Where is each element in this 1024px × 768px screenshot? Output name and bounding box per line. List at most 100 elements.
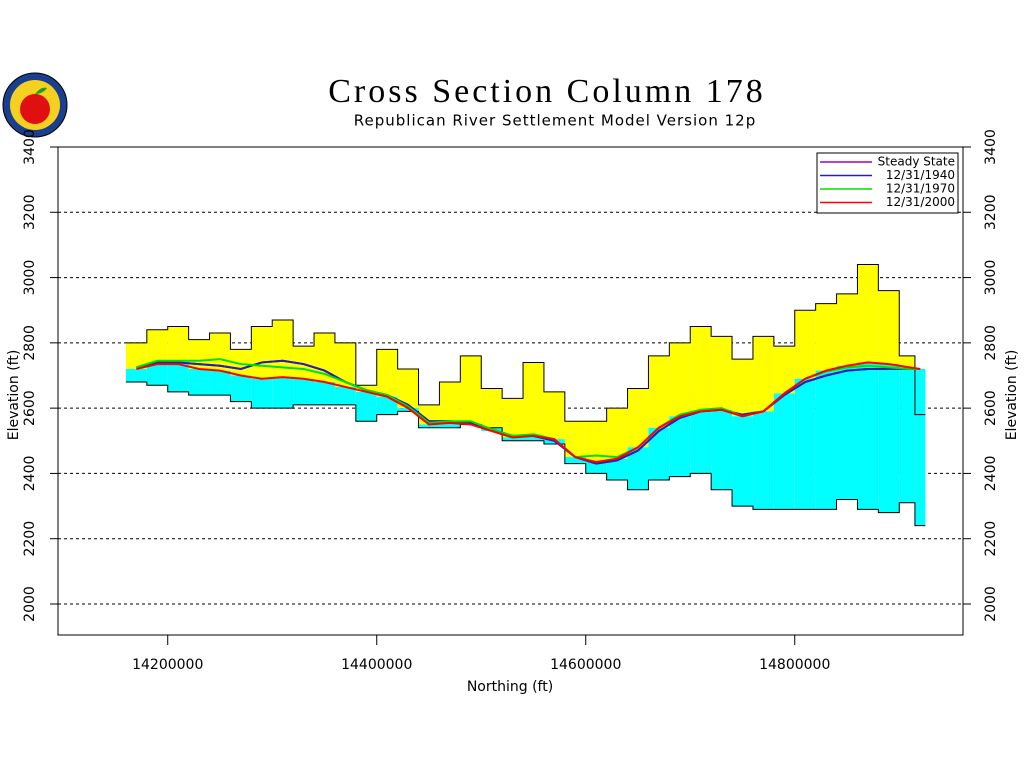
unsaturated-cell xyxy=(711,336,733,410)
saturated-cell xyxy=(752,411,774,510)
y-tick-label: 3200 xyxy=(22,194,38,230)
legend-label: Steady State xyxy=(878,155,955,169)
saturated-cell xyxy=(857,362,879,510)
y-tick-label: 3000 xyxy=(22,260,38,296)
land_surface-outline xyxy=(125,264,926,422)
legend-label: 12/31/2000 xyxy=(886,195,955,209)
saturated-cell xyxy=(502,437,524,441)
y-tick-label: 2400 xyxy=(22,456,38,492)
unsaturated-cell xyxy=(543,391,565,440)
unsaturated-cell xyxy=(334,342,356,387)
y-tick-label-right: 2000 xyxy=(983,586,999,622)
unsaturated-cell xyxy=(481,388,503,431)
chart-subtitle: Republican River Settlement Model Versio… xyxy=(354,112,756,130)
unsaturated-cell xyxy=(146,329,168,365)
unsaturated-cell xyxy=(648,355,670,428)
plot-frame xyxy=(57,146,964,636)
legend-label: 12/31/1970 xyxy=(886,182,955,196)
plot: 2000 2000 2200 2200 2400 2400 2600 2600 2800 2800… xyxy=(22,129,999,673)
unsaturated-cell xyxy=(167,326,189,365)
unsaturated-cell xyxy=(773,346,795,394)
saturated-cell xyxy=(376,396,398,415)
unsaturated-cell xyxy=(627,388,649,448)
saturated-cell xyxy=(914,368,926,526)
legend-label: 12/31/1940 xyxy=(886,168,955,182)
x-axis-label: Northing (ft) xyxy=(467,679,553,695)
unsaturated-cell xyxy=(460,355,482,425)
y-tick-label-right: 2800 xyxy=(983,325,999,361)
saturated-cell xyxy=(355,391,377,422)
saturated-cell xyxy=(815,370,837,510)
saturated-cell xyxy=(314,382,335,405)
saturated-cell xyxy=(627,447,649,490)
saturated-cell xyxy=(564,457,586,464)
saturated-cell xyxy=(146,364,168,386)
saturated-cell xyxy=(334,386,356,405)
saturated-cell xyxy=(606,458,628,480)
y-axis-label-right: Elevation (ft) xyxy=(1004,350,1020,441)
saturated-cell xyxy=(690,411,712,474)
unsaturated-cell xyxy=(272,320,294,378)
unsaturated-cell xyxy=(376,349,398,397)
unsaturated-cell xyxy=(439,382,461,423)
saturated-cell xyxy=(711,409,733,490)
unsaturated-cell xyxy=(752,336,774,412)
y-axis-label: Elevation (ft) xyxy=(6,350,22,441)
unsaturated-cell xyxy=(125,342,147,369)
y-tick-label: 2800 xyxy=(22,325,38,361)
saturated-cell xyxy=(794,378,816,510)
logo xyxy=(2,72,68,138)
bedrock-outline xyxy=(125,381,926,527)
x-tick-label: 14200000 xyxy=(132,657,203,673)
saturated-cell xyxy=(523,435,544,441)
y-tick-label-right: 3000 xyxy=(983,260,999,296)
unsaturated-cell xyxy=(564,421,586,458)
y-tick-label: 3400 xyxy=(22,129,38,165)
saturated-cell xyxy=(272,377,294,409)
chart-title: Cross Section Column 178 xyxy=(328,73,766,110)
y-tick-label: 2000 xyxy=(22,586,38,622)
unsaturated-cell xyxy=(585,421,607,462)
y-tick-label-right: 2400 xyxy=(983,456,999,492)
saturated-cell xyxy=(167,364,189,392)
saturated-cell xyxy=(209,370,231,396)
saturated-cell xyxy=(732,416,753,507)
saturated-cell xyxy=(773,393,795,510)
unsaturated-cell xyxy=(836,293,858,366)
y-tick-label-right: 2200 xyxy=(983,521,999,557)
unsaturated-cell xyxy=(606,408,628,459)
unsaturated-cell xyxy=(690,326,712,412)
unsaturated-cell xyxy=(502,398,524,438)
y-tick-label: 2200 xyxy=(22,521,38,557)
unsaturated-cell xyxy=(899,355,915,368)
y-tick-label: 2600 xyxy=(22,390,38,426)
saturated-cell xyxy=(585,461,607,474)
unsaturated-cell xyxy=(732,359,753,417)
saturated-cell xyxy=(251,378,273,409)
saturated-cell xyxy=(899,367,915,503)
saturated-cell xyxy=(439,422,461,428)
unsaturated-cell xyxy=(397,368,419,409)
saturated-cell xyxy=(293,378,315,405)
saturated-cell xyxy=(669,416,691,477)
saturated-cell xyxy=(188,368,210,396)
x-tick-label: 14600000 xyxy=(550,657,621,673)
saturated-cell xyxy=(125,368,147,383)
saturated-cell xyxy=(418,424,440,428)
unsaturated-cell xyxy=(355,385,377,392)
x-tick-label: 14400000 xyxy=(341,657,412,673)
x-tick-label: 14800000 xyxy=(759,657,830,673)
unsaturated-cell xyxy=(251,326,273,379)
unsaturated-cell xyxy=(878,290,900,365)
saturated-cell xyxy=(648,427,670,480)
saturated-cell xyxy=(230,375,252,402)
unsaturated-cell xyxy=(794,310,816,379)
unsaturated-cell xyxy=(857,264,879,363)
saturated-cell xyxy=(836,365,858,500)
unsaturated-cell xyxy=(523,362,544,436)
y-tick-label-right: 2600 xyxy=(983,390,999,426)
unsaturated-cell xyxy=(815,303,837,371)
saturated-cell xyxy=(397,408,419,412)
water-level-line xyxy=(136,361,921,464)
